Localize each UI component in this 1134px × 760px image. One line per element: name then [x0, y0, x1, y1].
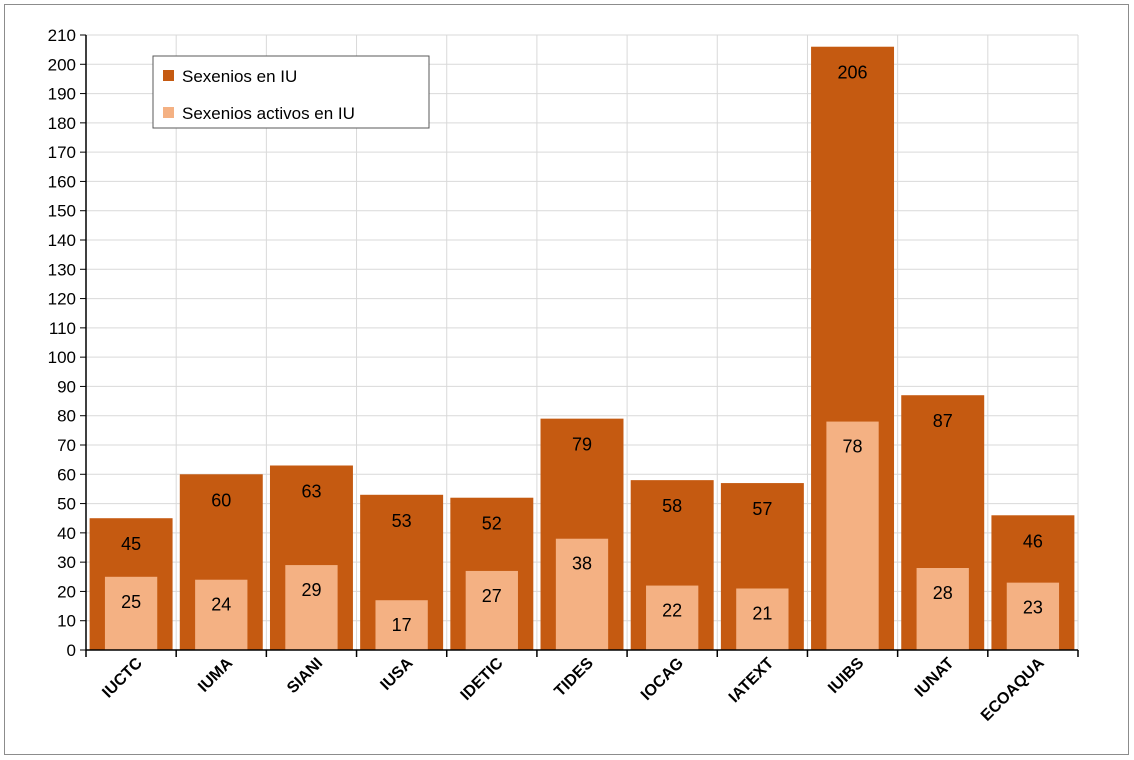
y-tick-label: 150: [48, 202, 76, 221]
bar-sexenios-activos: [465, 570, 518, 650]
data-label-sexenios: 58: [662, 496, 682, 516]
bar-sexenios-activos: [826, 421, 879, 650]
bar-sexenios-activos: [736, 588, 789, 650]
y-tick-label: 70: [57, 436, 76, 455]
data-label-sexenios: 79: [572, 435, 592, 455]
data-label-sexenios-activos: 22: [662, 601, 682, 621]
y-tick-label: 50: [57, 495, 76, 514]
x-tick-label: IUCTC: [99, 654, 146, 701]
data-label-sexenios: 87: [933, 411, 953, 431]
data-label-sexenios: 52: [482, 514, 502, 534]
legend-label-sexenios-activos: Sexenios activos en IU: [182, 104, 355, 123]
data-label-sexenios-activos: 38: [572, 554, 592, 574]
data-label-sexenios-activos: 78: [843, 437, 863, 457]
data-label-sexenios: 45: [121, 534, 141, 554]
data-label-sexenios: 57: [752, 499, 772, 519]
data-label-sexenios: 60: [211, 490, 231, 510]
y-tick-label: 210: [48, 26, 76, 45]
data-label-sexenios: 46: [1023, 531, 1043, 551]
y-tick-label: 190: [48, 85, 76, 104]
bar-sexenios-activos: [916, 568, 969, 650]
x-tick-label: IATEXT: [726, 655, 778, 707]
y-tick-label: 200: [48, 55, 76, 74]
y-tick-label: 180: [48, 114, 76, 133]
y-tick-label: 20: [57, 582, 76, 601]
y-tick-label: 100: [48, 348, 76, 367]
data-label-sexenios: 63: [301, 482, 321, 502]
data-label-sexenios-activos: 25: [121, 592, 141, 612]
data-label-sexenios-activos: 21: [752, 604, 772, 624]
y-tick-label: 90: [57, 377, 76, 396]
y-tick-label: 130: [48, 260, 76, 279]
y-tick-label: 120: [48, 290, 76, 309]
bar-sexenios-activos: [1006, 582, 1060, 650]
data-label-sexenios-activos: 23: [1023, 598, 1043, 618]
legend-swatch-sexenios-activos: [163, 107, 174, 118]
y-tick-label: 60: [57, 465, 76, 484]
bar-sexenios-activos: [375, 600, 428, 650]
y-tick-label: 160: [48, 172, 76, 191]
x-tick-label: IUNAT: [912, 655, 958, 701]
data-label-sexenios-activos: 17: [392, 615, 412, 635]
legend-box: [152, 55, 430, 129]
x-tick-label: IDETIC: [458, 654, 507, 703]
y-tick-label: 30: [57, 553, 76, 572]
x-tick-label: SIANI: [284, 655, 326, 697]
y-tick-label: 0: [67, 641, 76, 660]
x-tick-label: IUSA: [377, 654, 416, 693]
bar-sexenios-activos: [195, 579, 248, 650]
bar-sexenios-activos: [646, 585, 699, 650]
y-tick-label: 40: [57, 524, 76, 543]
y-tick-label: 140: [48, 231, 76, 250]
bar-sexenios-activos: [555, 538, 609, 650]
data-label-sexenios-activos: 24: [211, 595, 231, 615]
legend: Sexenios en IU Sexenios activos en IU: [152, 55, 430, 129]
y-tick-label: 80: [57, 407, 76, 426]
x-tick-label: TIDES: [551, 655, 597, 701]
x-tick-label: IOCAG: [638, 655, 687, 704]
legend-label-sexenios: Sexenios en IU: [182, 67, 297, 86]
legend-swatch-sexenios: [163, 70, 174, 81]
y-tick-label: 10: [57, 612, 76, 631]
bar-sexenios-activos: [285, 565, 338, 650]
bar-sexenios-activos: [104, 576, 158, 650]
data-label-sexenios-activos: 27: [482, 586, 502, 606]
y-tick-label: 170: [48, 143, 76, 162]
y-tick-label: 110: [49, 319, 76, 338]
data-label-sexenios: 206: [838, 63, 868, 83]
x-tick-label: ECOAQUA: [978, 654, 1048, 724]
data-label-sexenios: 53: [392, 511, 412, 531]
data-label-sexenios-activos: 29: [301, 580, 321, 600]
data-label-sexenios-activos: 28: [933, 583, 953, 603]
x-tick-label: IUIBS: [825, 655, 867, 697]
x-tick-label: IUMA: [195, 654, 236, 695]
